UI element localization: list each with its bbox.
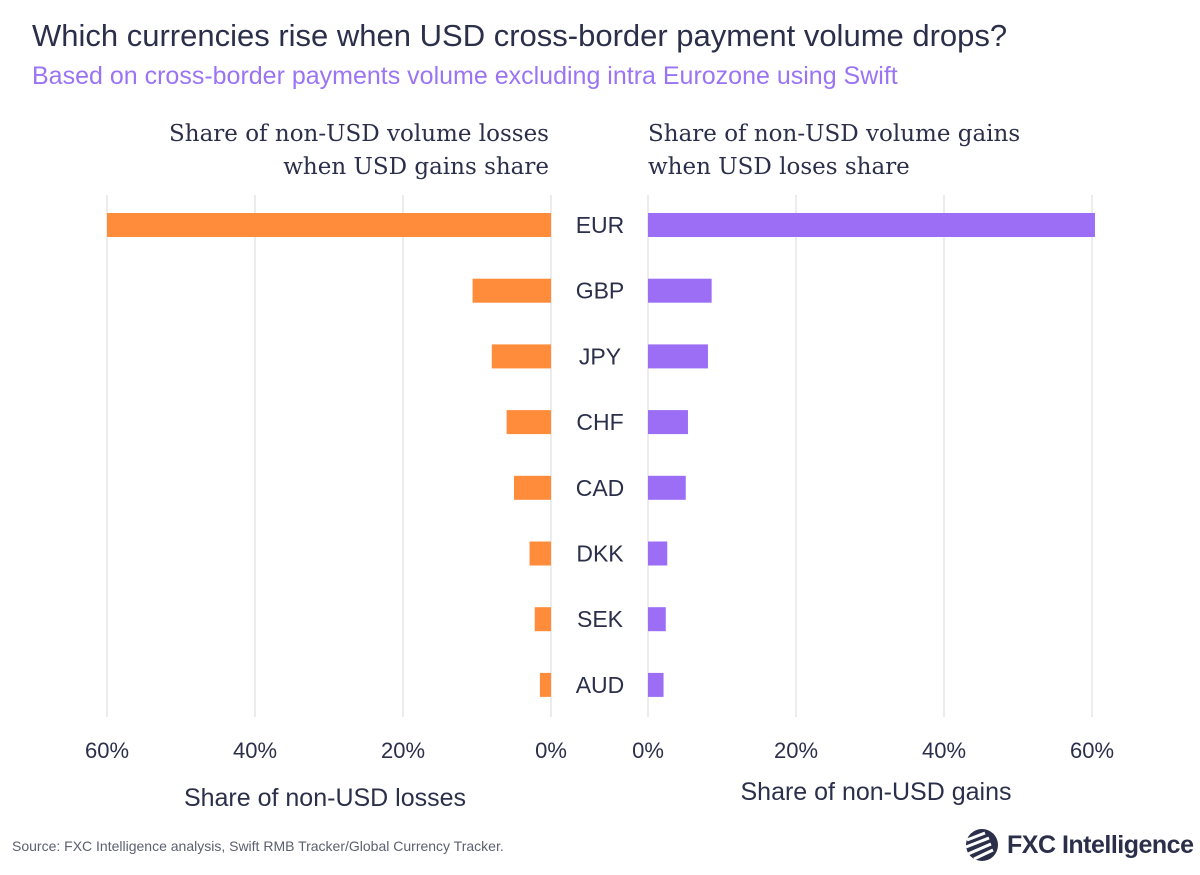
source-note: Source: FXC Intelligence analysis, Swift… [12, 838, 504, 854]
category-label-sek: SEK [577, 606, 624, 632]
right-tick-label: 20% [774, 738, 818, 763]
chart-title: Which currencies rise when USD cross-bor… [32, 18, 1008, 53]
left-bar-sek [534, 607, 551, 632]
right-bar-sek [648, 607, 666, 632]
left-bar-dkk [529, 541, 551, 566]
left-tick-label: 60% [85, 738, 129, 763]
right-title-line1: Share of non-USD volume gains [648, 121, 1021, 147]
left-tick-label: 20% [381, 738, 425, 763]
right-bar-chf [648, 410, 688, 435]
right-tick-label: 60% [1070, 738, 1114, 763]
left-bar-cad [514, 475, 551, 500]
right-bar-eur [648, 213, 1095, 237]
logo-text: FXC Intelligence [1007, 830, 1194, 859]
right-axis-label: Share of non-USD gains [741, 778, 1012, 806]
left-axis-label: Share of non-USD losses [184, 784, 466, 812]
right-bar-aud [648, 672, 664, 697]
right-bar-jpy [648, 344, 708, 369]
right-title-line2: when USD loses share [648, 154, 910, 180]
left-title-line1: Share of non-USD volume losses [169, 121, 549, 147]
right-bar-gbp [648, 278, 712, 303]
right-bar-cad [648, 475, 686, 500]
chart-subtitle: Based on cross-border payments volume ex… [32, 62, 898, 90]
right-panel-title: Share of non-USD volume gains when USD l… [648, 118, 1020, 184]
category-label-aud: AUD [576, 672, 625, 698]
fxc-globe-icon [965, 829, 998, 861]
left-bar-gbp [472, 278, 551, 303]
left-bar-aud [539, 672, 551, 697]
left-title-line2: when USD gains share [283, 154, 549, 180]
right-tick-label: 0% [632, 738, 664, 763]
fxc-logo: FXC Intelligence [965, 828, 1194, 862]
left-bar-jpy [491, 344, 551, 369]
category-label-eur: EUR [576, 212, 625, 238]
left-tick-label: 40% [233, 738, 277, 763]
category-label-dkk: DKK [576, 541, 624, 567]
left-tick-label: 0% [535, 738, 567, 763]
left-bar-chf [506, 410, 551, 435]
left-bar-eur [107, 213, 551, 237]
right-tick-label: 40% [922, 738, 966, 763]
category-label-chf: CHF [576, 409, 623, 435]
left-panel-title: Share of non-USD volume losses when USD … [169, 118, 549, 184]
category-label-jpy: JPY [579, 343, 621, 369]
category-label-gbp: GBP [576, 278, 625, 304]
right-bar-dkk [648, 541, 668, 566]
category-label-cad: CAD [576, 475, 625, 501]
